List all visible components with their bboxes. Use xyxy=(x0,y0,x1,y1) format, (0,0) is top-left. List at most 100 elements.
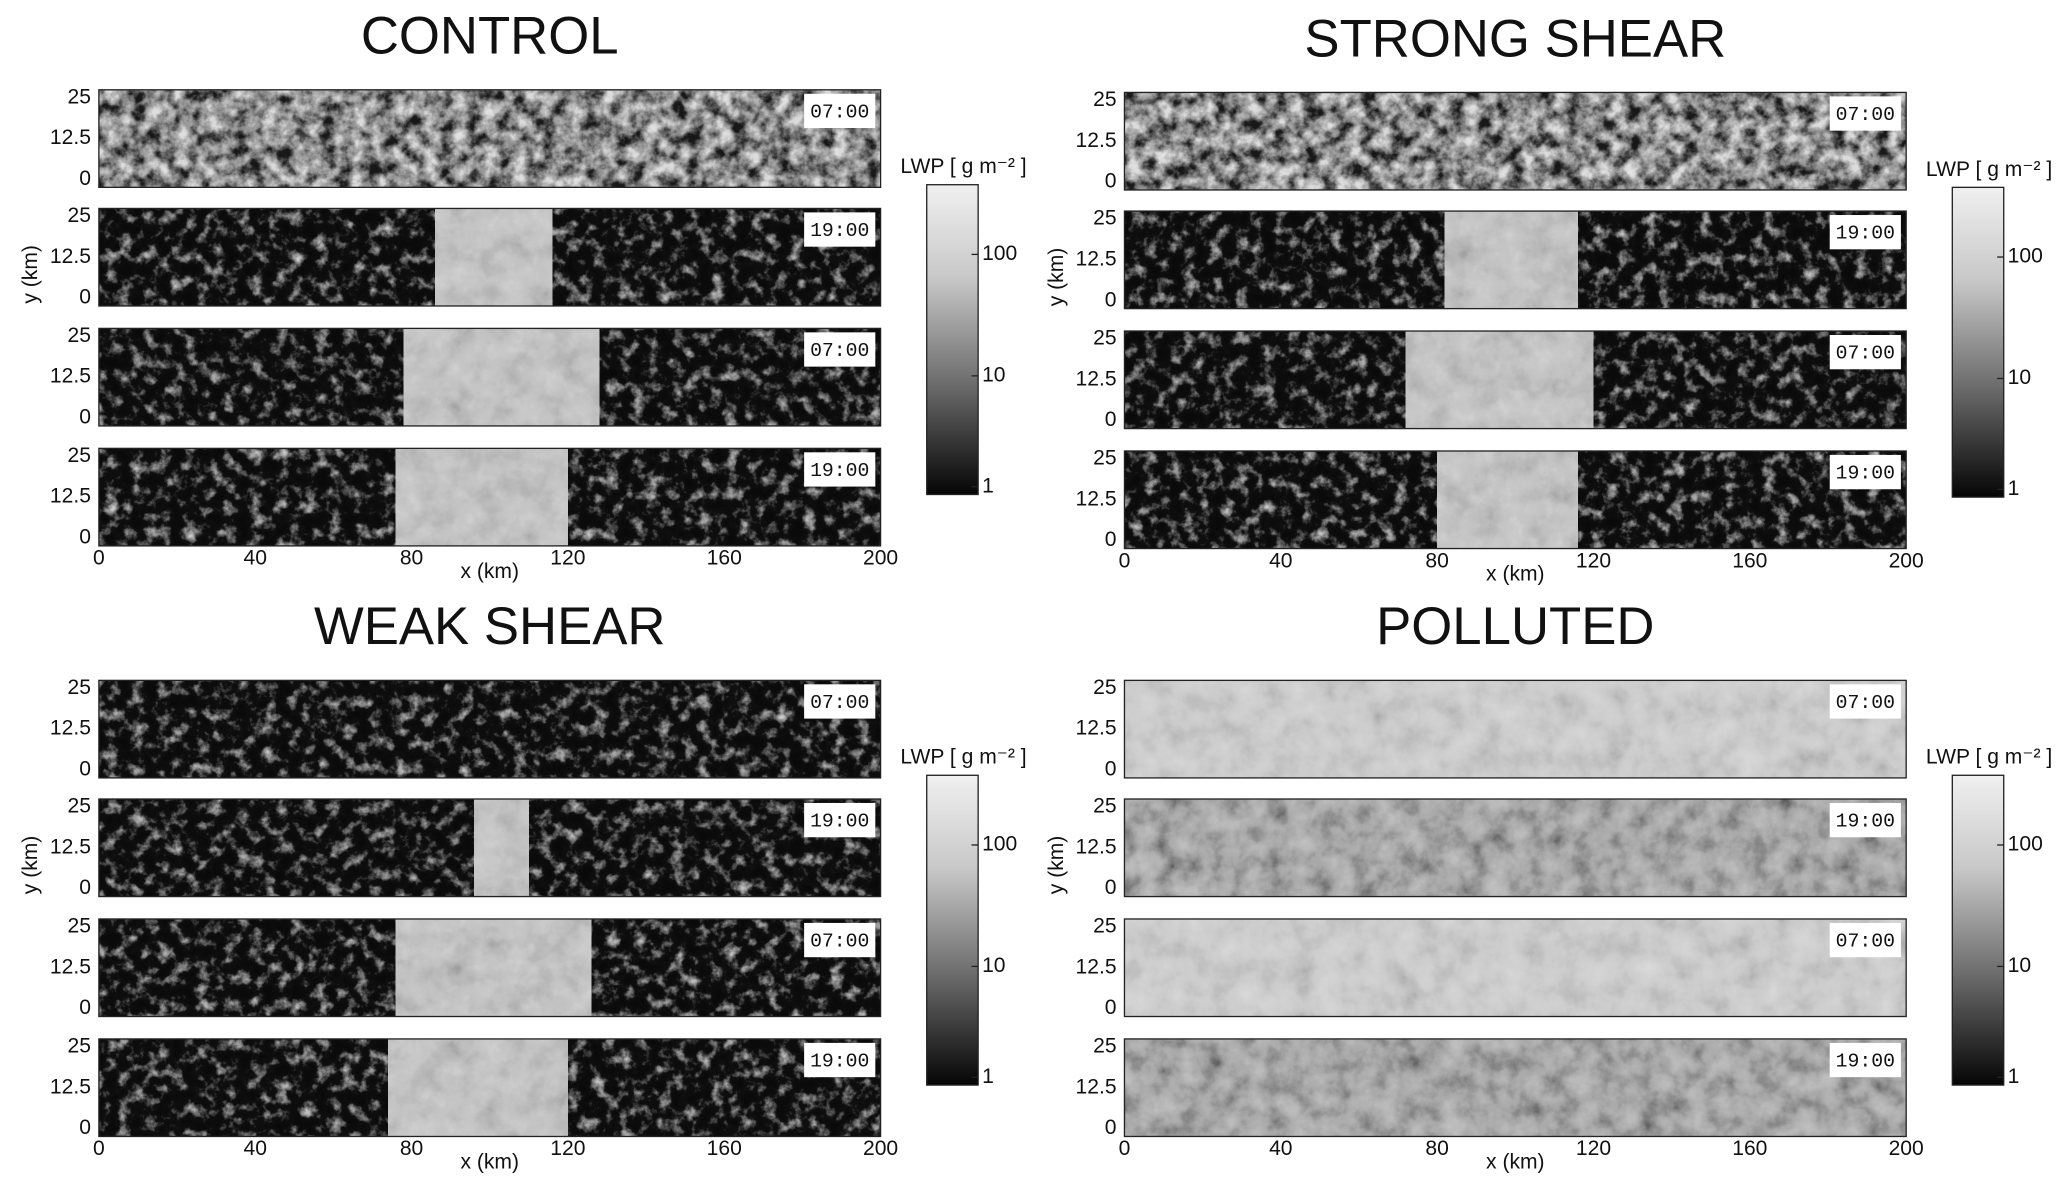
y-tick-label: 25 xyxy=(1093,1034,1116,1057)
cloud-field-band xyxy=(388,1038,568,1137)
y-tick-label: 0 xyxy=(1105,528,1117,551)
y-tick-label: 0 xyxy=(79,406,91,429)
y-tick-label: 25 xyxy=(68,85,91,108)
y-axis-label: y (km) xyxy=(19,245,42,304)
x-axis-label: x (km) xyxy=(460,1150,519,1173)
strip-border xyxy=(1123,330,1907,430)
strip-border xyxy=(98,918,882,1018)
x-tick-label: 160 xyxy=(707,1137,742,1160)
cloud-field xyxy=(1124,918,1907,1017)
cloud-field xyxy=(98,89,881,188)
x-tick-label: 40 xyxy=(243,1137,266,1160)
y-tick-label: 0 xyxy=(79,1116,91,1139)
panel-title: CONTROL xyxy=(361,7,619,66)
y-tick-label: 25 xyxy=(68,914,91,937)
x-tick-label: 40 xyxy=(1269,1137,1292,1160)
cloud-field xyxy=(1124,799,1907,897)
y-tick-label: 25 xyxy=(68,1034,91,1057)
y-tick-label: 12.5 xyxy=(1076,247,1117,270)
y-tick-label: 0 xyxy=(1105,758,1117,781)
colorbar-label: LWP [ g m⁻² ] xyxy=(900,155,1026,178)
strip-border xyxy=(98,1038,882,1138)
cloud-field-band xyxy=(474,799,529,897)
cloud-field-band xyxy=(435,208,553,306)
x-tick-label: 200 xyxy=(1889,549,1924,572)
y-tick-label: 25 xyxy=(68,794,91,817)
y-axis-label: y (km) xyxy=(1045,836,1068,895)
y-tick-label: 0 xyxy=(1105,996,1117,1019)
x-tick-label: 160 xyxy=(1732,549,1767,572)
y-tick-label: 0 xyxy=(1105,1116,1117,1139)
time-box xyxy=(804,93,876,129)
cloud-field-band xyxy=(1444,211,1578,309)
strip-border xyxy=(1123,798,1907,898)
y-tick-label: 25 xyxy=(68,324,91,347)
y-tick-label: 12.5 xyxy=(1076,129,1117,152)
x-tick-label: 120 xyxy=(550,547,585,570)
y-tick-label: 0 xyxy=(79,167,91,190)
x-tick-label: 120 xyxy=(1576,1137,1611,1160)
y-tick-label: 25 xyxy=(1093,327,1116,350)
strip-border xyxy=(98,327,882,427)
strip-border xyxy=(98,207,882,307)
time-box xyxy=(804,212,876,247)
y-tick-label: 12.5 xyxy=(1076,955,1117,978)
y-tick-label: 25 xyxy=(1093,794,1116,817)
cloud-field-band xyxy=(1405,331,1594,429)
x-tick-label: 80 xyxy=(1425,1137,1448,1160)
strip-border xyxy=(98,447,882,547)
y-axis-label: y (km) xyxy=(1045,248,1068,307)
y-tick-label: 12.5 xyxy=(50,1075,91,1098)
panel: POLLUTED 07:00 25 12.5 0 19:00 25 12.5 0 07:00 25 1… xyxy=(1045,597,2052,1173)
colorbar-label: LWP [ g m⁻² ] xyxy=(1926,158,2052,181)
time-label: 19:00 xyxy=(1836,811,1895,833)
y-tick-label: 12.5 xyxy=(1076,367,1117,390)
y-tick-label: 0 xyxy=(79,758,91,781)
x-tick-label: 160 xyxy=(1732,1137,1767,1160)
colorbar-tick-label: 100 xyxy=(2008,833,2043,856)
cloud-field xyxy=(1124,92,1907,190)
time-box xyxy=(1829,215,1901,250)
strip-border xyxy=(1123,918,1907,1018)
strip-border xyxy=(1123,679,1907,779)
time-label: 07:00 xyxy=(810,931,869,953)
y-tick-label: 0 xyxy=(1105,170,1117,193)
x-axis-label: x (km) xyxy=(1486,562,1545,585)
time-label: 19:00 xyxy=(1836,1051,1895,1073)
x-tick-label: 120 xyxy=(550,1137,585,1160)
x-tick-label: 200 xyxy=(1889,1137,1924,1160)
x-tick-label: 80 xyxy=(1425,549,1448,572)
colorbar-tick-label: 1 xyxy=(2008,477,2020,500)
y-tick-label: 0 xyxy=(79,526,91,549)
x-tick-label: 200 xyxy=(863,1137,898,1160)
y-axis-label: y (km) xyxy=(19,836,42,895)
y-tick-label: 0 xyxy=(1105,876,1117,899)
colorbar-tick-label: 1 xyxy=(982,1065,994,1088)
y-tick-label: 0 xyxy=(1105,288,1117,311)
y-tick-label: 25 xyxy=(68,444,91,467)
x-tick-label: 0 xyxy=(1119,549,1131,572)
x-tick-label: 0 xyxy=(93,547,105,570)
colorbar-label: LWP [ g m⁻² ] xyxy=(900,746,1026,769)
y-tick-label: 12.5 xyxy=(1076,717,1117,740)
x-tick-label: 160 xyxy=(707,547,742,570)
y-tick-label: 12.5 xyxy=(50,717,91,740)
time-label: 07:00 xyxy=(1836,931,1895,953)
time-box xyxy=(1829,334,1901,370)
cloud-field xyxy=(98,680,881,778)
colorbar xyxy=(926,184,979,496)
y-tick-label: 12.5 xyxy=(50,126,91,149)
x-tick-label: 120 xyxy=(1576,549,1611,572)
colorbar xyxy=(1951,186,2005,498)
y-tick-label: 25 xyxy=(68,676,91,699)
y-tick-label: 12.5 xyxy=(50,485,91,508)
time-box xyxy=(804,684,876,719)
y-tick-label: 25 xyxy=(1093,207,1116,230)
strip-border xyxy=(98,679,882,779)
panel-title: STRONG SHEAR xyxy=(1304,9,1726,68)
y-tick-label: 25 xyxy=(1093,676,1116,699)
colorbar-tick-label: 1 xyxy=(982,474,994,497)
x-tick-label: 200 xyxy=(863,547,898,570)
strip-border xyxy=(1123,91,1907,191)
